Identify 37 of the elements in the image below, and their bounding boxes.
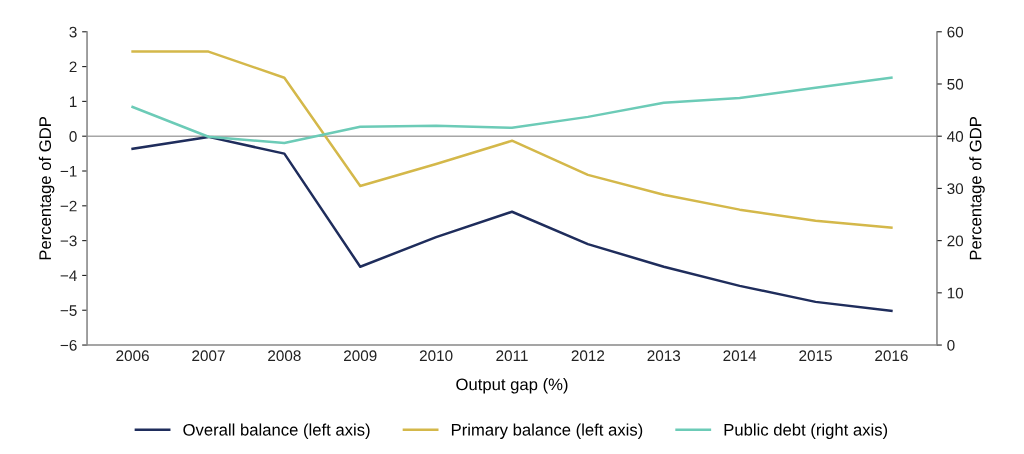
- y-tick-label: 3: [69, 26, 77, 38]
- legend-label: Primary balance (left axis): [451, 423, 643, 439]
- y-tick-label: −6: [60, 339, 77, 351]
- x-axis-title: Output gap (%): [456, 378, 568, 394]
- legend-label: Public debt (right axis): [724, 423, 888, 439]
- line-series: [131, 50, 893, 229]
- y2-tick-label: 30: [947, 183, 964, 195]
- y-tick-label: −3: [60, 235, 77, 247]
- x-tick-label: 2010: [419, 350, 453, 362]
- y-tick-label: 1: [69, 96, 77, 107]
- x-tick-label: 2014: [723, 350, 757, 362]
- y-axis-title: Percentage of GDP: [38, 117, 55, 260]
- y-tick-label: −4: [60, 270, 77, 281]
- y-tick-label: 0: [69, 131, 77, 142]
- line-series: [131, 76, 893, 145]
- x-tick-label: 2013: [647, 350, 681, 362]
- x-tick-label: 2012: [571, 350, 605, 362]
- y2-tick-label: 50: [947, 78, 964, 90]
- y2-tick-label: 40: [947, 131, 964, 142]
- y-tick-label: −2: [60, 200, 77, 212]
- x-tick-label: 2007: [192, 350, 225, 362]
- y-tick-label: −1: [60, 166, 77, 177]
- y2-axis-title: Percentage of GDP: [969, 117, 985, 260]
- y2-tick-label: 60: [947, 26, 964, 38]
- x-tick-label: 2015: [799, 350, 832, 362]
- legend-label: Overall balance (left axis): [183, 423, 370, 439]
- y2-tick-label: 20: [947, 235, 964, 247]
- x-tick-label: 2016: [875, 350, 908, 362]
- y-tick-label: 2: [69, 61, 77, 73]
- line-series: [131, 135, 893, 313]
- x-tick-label: 2011: [496, 350, 528, 362]
- y-tick-label: −5: [60, 305, 77, 316]
- x-tick-label: 2009: [344, 350, 377, 362]
- x-tick-label: 2006: [116, 350, 149, 362]
- y2-tick-label: 10: [947, 287, 964, 299]
- y2-tick-label: 0: [947, 339, 955, 351]
- x-tick-label: 2008: [268, 350, 301, 362]
